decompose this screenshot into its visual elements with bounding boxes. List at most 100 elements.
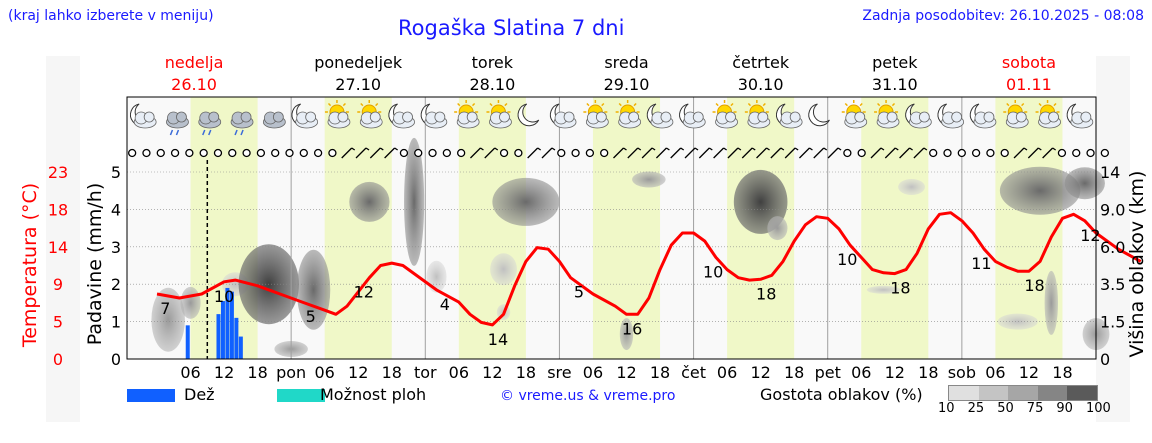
wind-barb-icon — [756, 147, 768, 159]
cloud-puff — [563, 111, 575, 123]
cloud-blob — [866, 285, 901, 294]
cloud-density-label: Gostota oblakov (%) — [760, 385, 923, 404]
wind-calm-icon — [313, 148, 323, 158]
day-date: 26.10 — [171, 75, 217, 94]
temperature-tick-label: 18 — [48, 200, 68, 219]
wind-calm-icon — [414, 148, 423, 158]
wind-barb-flag — [823, 147, 828, 151]
wind-barb-icon — [484, 147, 496, 159]
temperature-label: 10 — [214, 287, 234, 306]
day-name: nedelja — [165, 53, 224, 72]
temperature-label: 5 — [306, 307, 316, 326]
x-tick-label: 06 — [985, 363, 1005, 382]
wind-barb-flag — [909, 147, 913, 151]
sun-cloud-icon — [583, 100, 609, 129]
wind-barb-icon — [1027, 147, 1039, 159]
daylight-band — [861, 97, 929, 359]
x-tick-label: 12 — [482, 363, 502, 382]
cloud-puff — [725, 111, 736, 123]
sun-ray — [504, 102, 508, 107]
day-date: 01.11 — [1006, 75, 1052, 94]
x-tick-label: 06 — [851, 363, 871, 382]
wind-barb-flag — [666, 147, 670, 151]
rain-legend-label: Dež — [184, 385, 215, 404]
rain-drop — [202, 129, 206, 136]
moon-cloud-icon — [130, 103, 157, 129]
rain-bar — [225, 287, 230, 359]
cloud-density-scale — [948, 385, 1098, 401]
sun-cloud-icon — [357, 100, 383, 129]
x-tick-label: 18 — [1052, 363, 1072, 382]
wind-barb-flag — [780, 147, 785, 151]
rain-bar — [229, 291, 234, 359]
moon-cloud-icon — [420, 103, 448, 129]
cloud-puff — [918, 111, 930, 123]
cloud-puff — [628, 111, 640, 123]
wind-calm-icon — [213, 148, 223, 158]
sun-cloud-icon — [1003, 100, 1029, 129]
temperature-label: 12 — [1080, 226, 1100, 245]
wind-calm-icon — [142, 148, 151, 158]
day-date: 28.10 — [469, 75, 515, 94]
density-tick: 50 — [997, 401, 1014, 416]
wind-barb-flag — [351, 147, 356, 151]
sun-ray — [1053, 102, 1057, 107]
temperature-tick-label: 14 — [48, 238, 68, 257]
x-tick-label: pon — [276, 363, 306, 382]
day-date: 30.10 — [738, 75, 784, 94]
wind-barb-icon — [541, 147, 553, 159]
sun-cloud-icon — [486, 100, 512, 129]
wind-barb-icon — [827, 147, 839, 159]
sun-ray — [327, 102, 332, 107]
sun-ray — [489, 102, 493, 107]
sun-cloud-icon — [744, 100, 771, 129]
sun-ray — [747, 102, 752, 107]
temperature-label: 12 — [354, 283, 374, 302]
sun-ray — [730, 102, 734, 107]
x-tick-label: 12 — [750, 363, 770, 382]
rain-drop — [169, 129, 174, 136]
x-tick-label: 18 — [516, 363, 536, 382]
copyright[interactable]: © vreme.us & vreme.pro — [500, 388, 676, 404]
sun-ray — [844, 102, 848, 107]
wind-barb-flag — [551, 147, 556, 151]
precip-tick-label: 5 — [111, 163, 121, 182]
moon-cloud-icon — [776, 103, 803, 129]
wind-calm-icon — [156, 148, 165, 158]
wind-barb-icon — [627, 147, 639, 159]
moon-cloud-icon — [291, 103, 319, 129]
sun-ray — [633, 102, 637, 107]
sun-ray — [618, 102, 622, 107]
sun-ray — [586, 102, 590, 107]
moon-cloud-icon — [646, 103, 674, 129]
x-tick-label: sre — [547, 363, 571, 382]
wind-barb-icon — [613, 147, 624, 159]
wind-barb-flag — [1023, 147, 1028, 151]
temperature-label: 11 — [971, 254, 991, 273]
wind-calm-icon — [585, 148, 595, 158]
moon-cloud-icon — [388, 103, 415, 129]
sun-cloud-icon — [841, 100, 868, 129]
wind-calm-icon — [499, 148, 509, 158]
moon-icon — [517, 103, 540, 127]
cloud-blob — [492, 177, 560, 226]
menu-hint: (kraj lahko izberete v meniju) — [8, 8, 214, 24]
sun-ray — [457, 102, 461, 107]
precip-tick-label: 3 — [111, 238, 121, 257]
x-tick-label: 12 — [885, 363, 905, 382]
cloud-blob — [1064, 167, 1105, 200]
wind-barb-icon — [884, 147, 896, 159]
sun-ray — [1038, 102, 1042, 107]
cloud-puff — [240, 111, 252, 123]
wind-calm-icon — [957, 148, 966, 158]
wind-calm-icon — [170, 148, 180, 158]
temperature-label: 14 — [488, 330, 508, 349]
day-date: 29.10 — [604, 75, 650, 94]
wind-barb-icon — [1042, 147, 1054, 159]
temperature-tick-label: 9 — [53, 275, 63, 294]
cloud-puff — [1080, 111, 1092, 123]
day-name: petek — [872, 53, 918, 72]
wind-barb-icon — [727, 147, 739, 159]
cloud-blob — [997, 313, 1038, 330]
wind-barb-icon — [698, 147, 710, 159]
